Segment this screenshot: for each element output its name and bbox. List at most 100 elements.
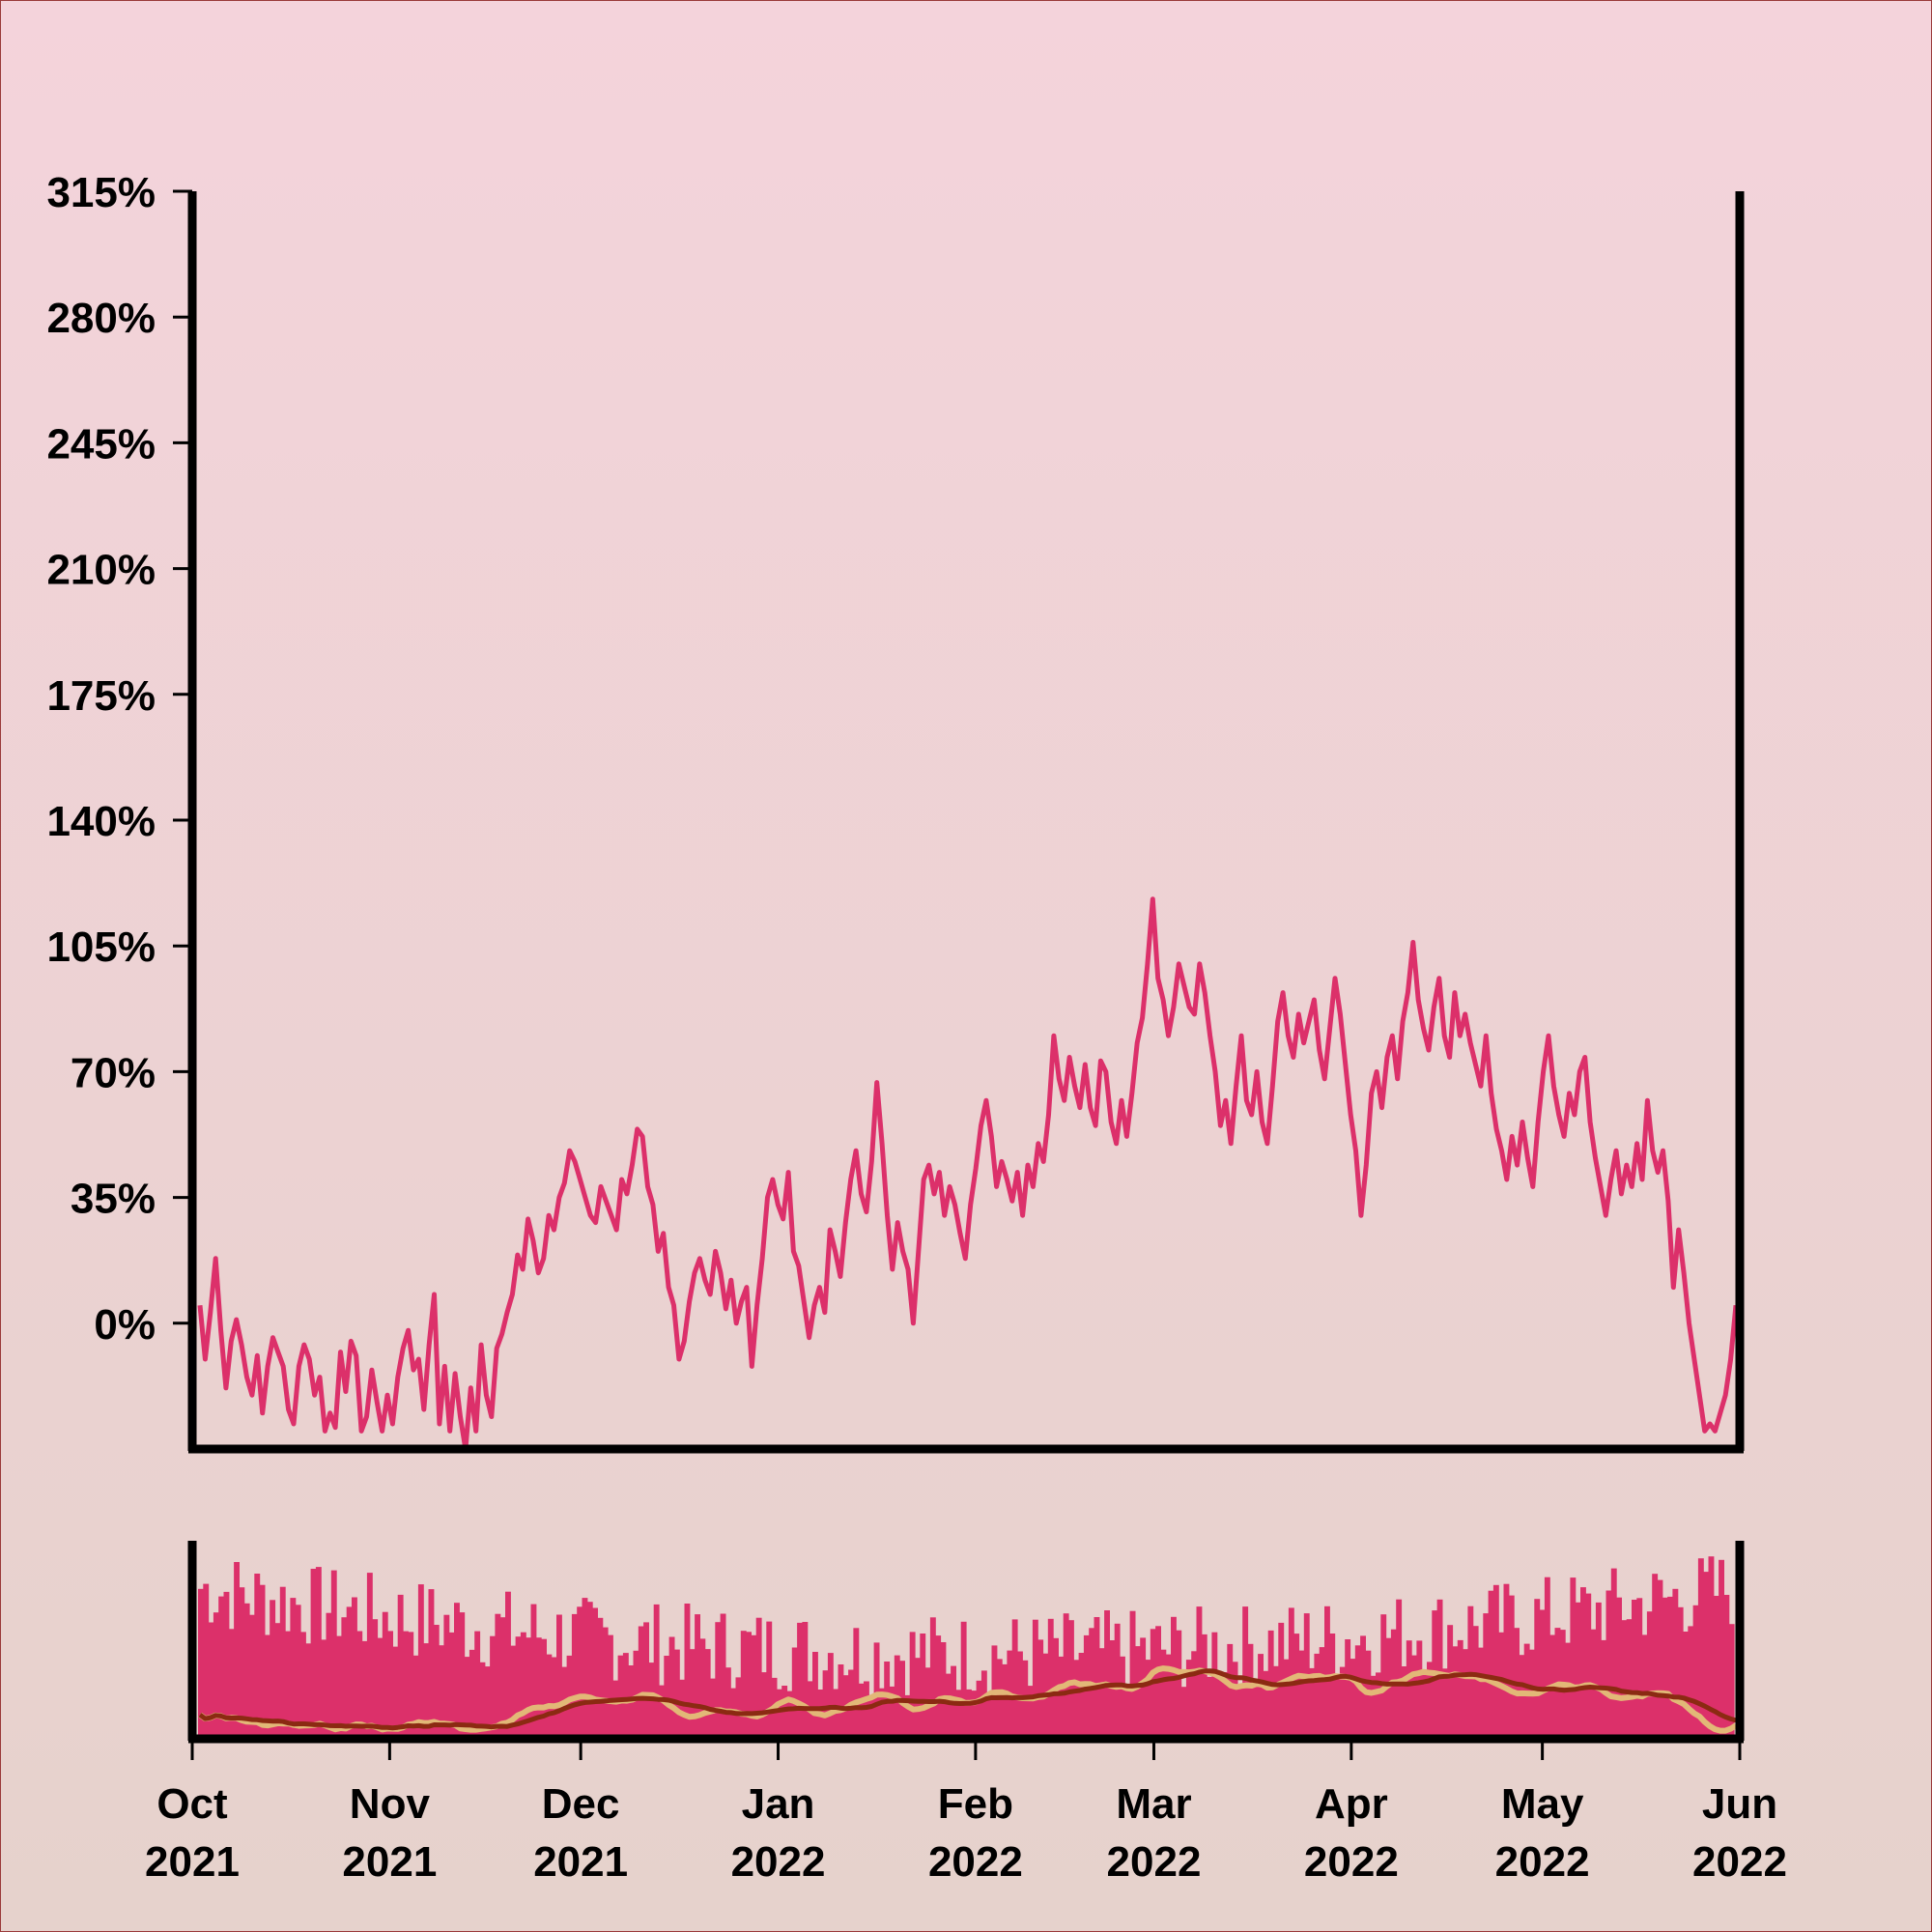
volume-bar [1585, 1593, 1592, 1739]
volume-bar [597, 1617, 604, 1739]
volume-bar [274, 1623, 281, 1739]
volume-bar [1032, 1619, 1038, 1739]
volume-bar [1662, 1597, 1668, 1739]
volume-bar [1544, 1577, 1550, 1739]
moving-average-slow-line [198, 1668, 1737, 1731]
x-tick-label-month: Feb [938, 1780, 1013, 1828]
y-tick-label: 140% [46, 798, 156, 845]
y-tick-label: 210% [46, 547, 156, 594]
volume-bar [1191, 1651, 1198, 1739]
volume-bar [679, 1679, 686, 1739]
volume-bar [546, 1654, 553, 1739]
volume-bar [735, 1677, 742, 1739]
volume-bar [1134, 1646, 1141, 1739]
volume-bar [1094, 1617, 1100, 1739]
volume-bar [1539, 1609, 1546, 1739]
volume-bar [1646, 1611, 1653, 1739]
volume-bar [203, 1583, 210, 1739]
x-tick-label-month: Apr [1315, 1780, 1388, 1828]
y-tick-label: 315% [46, 169, 156, 216]
volume-bar [1319, 1647, 1325, 1739]
volume-bar [751, 1634, 757, 1739]
volume-bar [279, 1586, 286, 1739]
volume-bar [1370, 1675, 1377, 1739]
volume-bar [1421, 1670, 1428, 1739]
volume-bar [412, 1655, 419, 1739]
volume-bar [1457, 1639, 1463, 1739]
volume-bar [1728, 1624, 1735, 1739]
y-tick-label: 245% [46, 420, 156, 468]
volume-bar [535, 1637, 542, 1739]
volume-bar [1488, 1590, 1494, 1739]
volume-bar [1401, 1666, 1407, 1739]
volume-bar [254, 1574, 261, 1739]
volume-bar [940, 1642, 947, 1739]
volume-bar [1713, 1596, 1719, 1739]
volume-bar [971, 1690, 978, 1739]
volume-bar [1216, 1675, 1223, 1739]
volume-bar [684, 1604, 691, 1739]
volume-bar [305, 1643, 312, 1739]
volume-bar [915, 1658, 921, 1739]
volume-bar [1114, 1623, 1121, 1739]
x-tick-label-month: May [1501, 1780, 1584, 1828]
volume-bar [1478, 1647, 1484, 1739]
volume-bar [1688, 1626, 1694, 1739]
volume-bar [1176, 1630, 1182, 1739]
y-tick-label: 105% [46, 923, 156, 971]
volume-bar [1636, 1598, 1643, 1739]
volume-bar [330, 1570, 337, 1739]
volume-bar [704, 1649, 711, 1739]
x-tick-label-year: 2022 [928, 1838, 1023, 1886]
volume-bar [1309, 1667, 1315, 1739]
volume-bar [366, 1573, 373, 1739]
volume-bar [479, 1662, 486, 1739]
volume-bar [1185, 1660, 1192, 1739]
volume-bar [1109, 1640, 1116, 1739]
volume-bar [223, 1591, 230, 1739]
volume-bars [198, 1556, 1735, 1739]
x-tick-label-year: 2022 [1107, 1838, 1202, 1886]
volume-bar [1002, 1663, 1008, 1739]
volume-bar [1610, 1568, 1617, 1739]
volume-bar [443, 1614, 450, 1739]
volume-bar [1104, 1610, 1110, 1739]
volume-bar [755, 1617, 762, 1739]
volume-bar [586, 1602, 593, 1739]
x-tick-label-year: 2022 [1692, 1838, 1787, 1886]
volume-bar [797, 1622, 803, 1739]
volume-bar [239, 1587, 245, 1739]
volume-bar [838, 1664, 844, 1739]
volume-bar [484, 1666, 491, 1739]
x-tick-label-year: 2022 [1304, 1838, 1399, 1886]
volume-bar [1180, 1687, 1187, 1739]
volume-bar [1058, 1656, 1065, 1739]
volume-bar [208, 1622, 214, 1739]
volume-bar [1288, 1607, 1294, 1739]
volume-bar [1345, 1639, 1351, 1739]
y-tick-label: 175% [46, 672, 156, 720]
volume-bar [1508, 1595, 1515, 1739]
volume-bar [1354, 1645, 1361, 1739]
volume-bar [1350, 1659, 1356, 1739]
volume-bar [387, 1631, 393, 1739]
volume-bar [1575, 1602, 1581, 1739]
volume-bar [505, 1591, 511, 1739]
volume-bar [356, 1631, 363, 1739]
volume-bar [1652, 1574, 1659, 1739]
x-tick-label-month: Mar [1116, 1780, 1191, 1828]
y-tick-label: 0% [94, 1301, 156, 1349]
volume-bar [1595, 1602, 1602, 1739]
volume-bar [270, 1600, 276, 1739]
volume-bar [1298, 1650, 1305, 1739]
volume-bar [1657, 1579, 1663, 1739]
x-tick-label-year: 2022 [1495, 1838, 1590, 1886]
volume-bar [428, 1589, 435, 1739]
volume-bar [766, 1621, 773, 1739]
volume-bar [966, 1689, 972, 1739]
volume-bar [495, 1613, 501, 1739]
volume-bar [1324, 1605, 1330, 1739]
volume-bar [1492, 1584, 1499, 1739]
volume-bar [622, 1653, 629, 1739]
volume-bar [213, 1612, 219, 1739]
